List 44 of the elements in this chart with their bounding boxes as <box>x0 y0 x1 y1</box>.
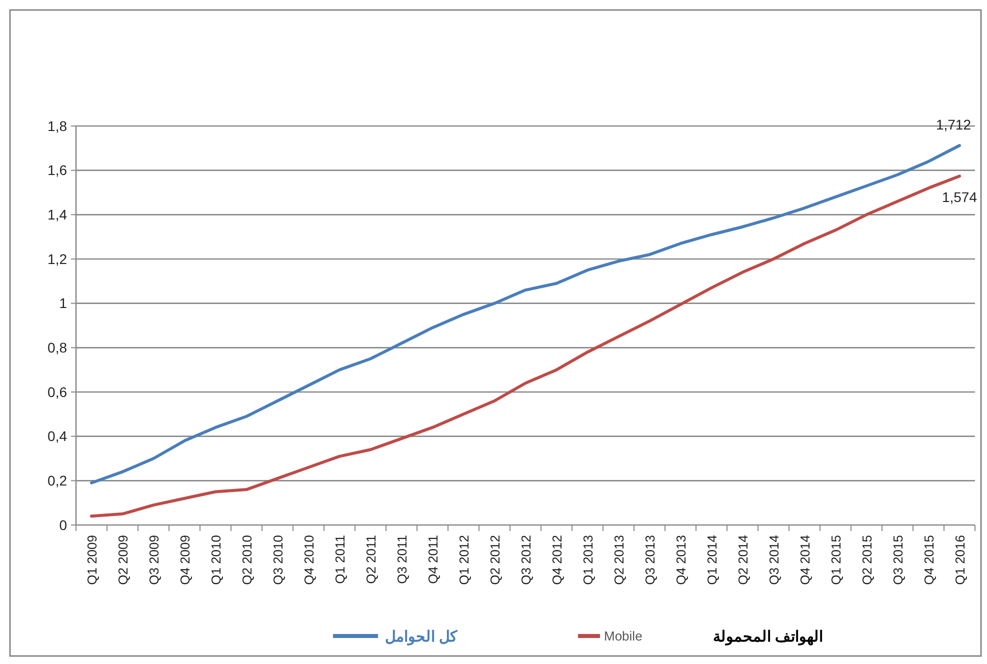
y-tick-label: 1,4 <box>48 206 68 223</box>
x-tick-label: Q4 2011 <box>426 535 440 584</box>
y-tick-label: 1,2 <box>48 250 68 267</box>
x-tick-label: Q2 2009 <box>116 535 130 585</box>
legend-label: كل الحوامل <box>385 628 458 646</box>
y-tick-label: 0,8 <box>48 340 68 356</box>
x-tick-label: Q2 2013 <box>612 535 626 585</box>
x-tick-label: Q3 2010 <box>270 535 286 585</box>
x-tick-label: Q4 2010 <box>302 535 316 585</box>
y-tick-label: 0,2 <box>48 472 68 489</box>
y-tick-label: 1 <box>59 295 68 312</box>
annotation: 1,574 <box>942 189 978 206</box>
x-tick-label: Q2 2010 <box>240 535 254 585</box>
y-tick-label: 0 <box>59 516 68 533</box>
x-tick-label: Q4 2012 <box>550 535 564 585</box>
x-tick-label: Q3 2015 <box>890 535 906 585</box>
x-tick-label: Q4 2013 <box>674 535 688 585</box>
y-tick-label: 1,8 <box>48 118 68 134</box>
x-tick-label: Q4 2014 <box>798 535 812 585</box>
text: الهواتف المحمولة <box>712 628 823 646</box>
y-tick-label: 0,4 <box>48 428 68 444</box>
x-tick-label: Q3 2013 <box>642 535 658 585</box>
x-tick-label: Q3 2012 <box>518 535 534 585</box>
x-tick-label: Q1 2012 <box>456 535 472 585</box>
x-tick-label: Q2 2015 <box>860 535 874 585</box>
x-tick-label: Q1 2014 <box>704 535 720 585</box>
x-tick-label: Q1 2010 <box>208 535 224 585</box>
x-tick-label: Q3 2014 <box>766 535 782 585</box>
x-tick-label: Q4 2009 <box>178 535 192 585</box>
x-tick-label: Q2 2012 <box>488 535 502 585</box>
y-tick-label: 0,6 <box>48 384 68 400</box>
x-tick-label: Q1 2015 <box>828 535 844 585</box>
x-tick-label: Q2 2014 <box>736 535 750 585</box>
x-tick-label: Q1 2009 <box>84 535 100 585</box>
x-tick-label: Q4 2015 <box>922 535 936 585</box>
x-tick-label: Q2 2011 <box>364 535 378 584</box>
x-tick-label: Q3 2011 <box>394 535 410 584</box>
x-tick-label: Q1 2011 <box>332 535 348 584</box>
annotation: 1,712 <box>936 116 972 133</box>
legend-label: Mobile <box>604 628 642 644</box>
x-tick-label: Q3 2009 <box>146 535 162 585</box>
x-tick-label: Q1 2016 <box>952 535 968 585</box>
y-tick-label: 1,6 <box>48 162 68 178</box>
x-tick-label: Q1 2013 <box>580 535 596 585</box>
